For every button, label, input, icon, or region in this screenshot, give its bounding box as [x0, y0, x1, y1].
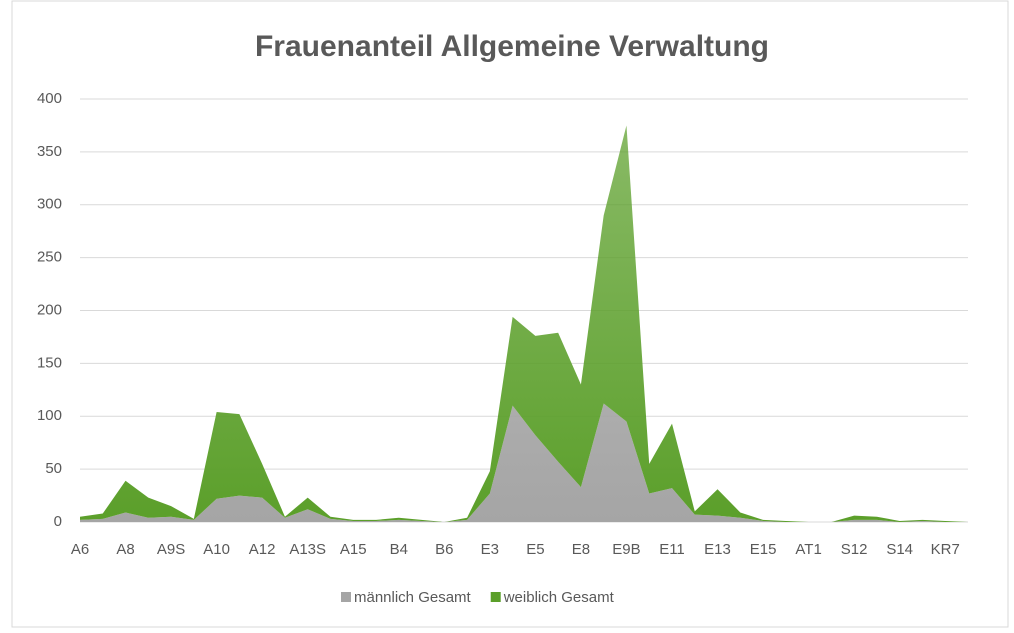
legend-swatch [490, 592, 501, 602]
x-tick-label: E3 [481, 541, 499, 558]
y-tick-label: 400 [37, 90, 62, 107]
x-tick-label: E5 [526, 541, 544, 558]
x-tick-label: AT1 [795, 541, 821, 558]
y-tick-label: 250 [37, 249, 62, 266]
y-tick-label: 300 [37, 196, 62, 213]
x-tick-label: E11 [659, 541, 685, 558]
x-tick-label: E8 [572, 541, 590, 558]
x-tick-label: E15 [750, 541, 777, 558]
x-tick-label: KR7 [931, 541, 960, 558]
x-tick-label: A13S [289, 541, 326, 558]
x-tick-label: S12 [841, 541, 868, 558]
x-tick-label: E9B [612, 541, 640, 558]
x-tick-label: A15 [340, 541, 367, 558]
y-tick-label: 200 [37, 301, 62, 318]
y-tick-label: 350 [37, 143, 62, 160]
x-tick-label: A10 [203, 541, 230, 558]
area [80, 403, 968, 522]
y-tick-label: 150 [37, 354, 62, 371]
x-tick-label: B4 [390, 541, 408, 558]
x-tick-label: E13 [704, 541, 731, 558]
chart-title: Frauenanteil Allgemeine Verwaltung [255, 30, 769, 63]
x-tick-label: A12 [249, 541, 276, 558]
y-tick-label: 100 [37, 407, 62, 424]
legend-label: männlich Gesamt [354, 589, 472, 606]
chart-frame [11, 0, 1009, 628]
x-tick-label: S14 [886, 541, 913, 558]
legend-label: weiblich Gesamt [503, 589, 615, 606]
x-tick-label: A9S [157, 541, 185, 558]
y-tick-label: 50 [45, 460, 62, 477]
x-tick-label: A6 [71, 541, 89, 558]
y-tick-label: 0 [54, 513, 62, 530]
x-tick-label: B6 [435, 541, 453, 558]
x-tick-label: A8 [116, 541, 134, 558]
legend-swatch [341, 592, 351, 602]
